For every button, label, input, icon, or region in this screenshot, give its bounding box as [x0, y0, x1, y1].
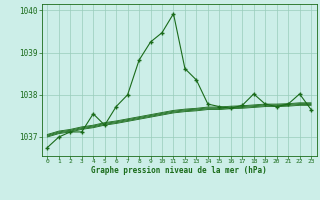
X-axis label: Graphe pression niveau de la mer (hPa): Graphe pression niveau de la mer (hPa)	[91, 166, 267, 175]
